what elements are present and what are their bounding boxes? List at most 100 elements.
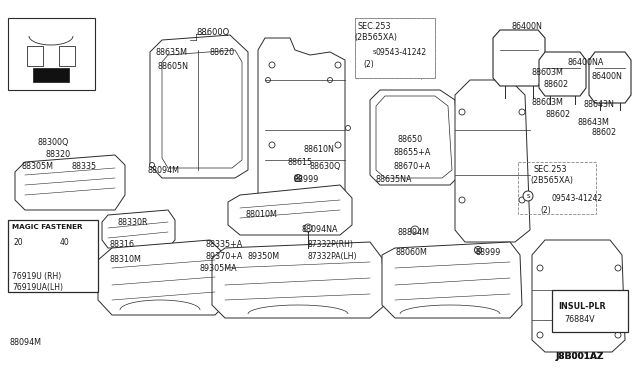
Polygon shape — [15, 155, 125, 210]
Ellipse shape — [615, 332, 621, 338]
Text: 88610N: 88610N — [303, 145, 334, 154]
Ellipse shape — [537, 332, 543, 338]
Polygon shape — [16, 260, 68, 272]
Ellipse shape — [294, 174, 301, 182]
Bar — [27, 46, 43, 66]
Text: 88060M: 88060M — [396, 248, 428, 257]
Text: 88999: 88999 — [294, 175, 319, 184]
Ellipse shape — [304, 224, 312, 232]
Text: 88999: 88999 — [476, 248, 501, 257]
Polygon shape — [589, 52, 631, 103]
Polygon shape — [455, 80, 530, 242]
Ellipse shape — [374, 49, 378, 55]
Text: INSUL-PLR: INSUL-PLR — [558, 302, 605, 311]
Ellipse shape — [269, 62, 275, 68]
Ellipse shape — [459, 197, 465, 203]
Text: 88316: 88316 — [110, 240, 135, 249]
Polygon shape — [493, 30, 545, 86]
Text: J8B001AZ: J8B001AZ — [555, 352, 604, 361]
Text: 20: 20 — [14, 238, 24, 247]
Text: 88650: 88650 — [398, 135, 423, 144]
Text: 88602: 88602 — [543, 80, 568, 89]
Bar — [355, 18, 435, 78]
Text: (2): (2) — [540, 206, 551, 215]
Text: 76884V: 76884V — [564, 315, 595, 324]
Ellipse shape — [346, 125, 351, 131]
Polygon shape — [258, 38, 345, 215]
Polygon shape — [212, 242, 385, 318]
Text: 89305MA: 89305MA — [200, 264, 237, 273]
Polygon shape — [539, 52, 586, 96]
Text: 87332PA(LH): 87332PA(LH) — [308, 252, 358, 261]
Polygon shape — [34, 244, 68, 260]
Ellipse shape — [335, 62, 341, 68]
Polygon shape — [382, 242, 522, 318]
Text: 88094M: 88094M — [148, 166, 180, 175]
Text: 88635NA: 88635NA — [376, 175, 413, 184]
Text: J8B001AZ: J8B001AZ — [555, 352, 604, 361]
Polygon shape — [20, 248, 64, 266]
Text: 88310M: 88310M — [110, 255, 142, 264]
Text: 88670+A: 88670+A — [394, 162, 431, 171]
Bar — [33, 68, 69, 82]
Ellipse shape — [369, 47, 379, 57]
Ellipse shape — [15, 26, 87, 81]
Polygon shape — [376, 96, 452, 178]
Text: 40: 40 — [60, 238, 70, 247]
Text: 88643M: 88643M — [578, 118, 610, 127]
Ellipse shape — [474, 247, 481, 253]
Text: 88635M: 88635M — [155, 48, 187, 57]
Text: (2B565XA): (2B565XA) — [530, 176, 573, 185]
Polygon shape — [98, 240, 230, 315]
Ellipse shape — [328, 77, 333, 83]
Text: 88603M: 88603M — [531, 68, 563, 77]
Ellipse shape — [537, 265, 543, 271]
Text: 87332P(RH): 87332P(RH) — [308, 240, 354, 249]
Text: 88305M: 88305M — [22, 162, 54, 171]
Text: SEC.253: SEC.253 — [534, 165, 568, 174]
Text: 88600Q: 88600Q — [196, 28, 229, 37]
Polygon shape — [162, 50, 242, 168]
Text: 88655+A: 88655+A — [394, 148, 431, 157]
Text: 88300Q: 88300Q — [38, 138, 69, 147]
Bar — [355, 18, 435, 78]
Ellipse shape — [572, 324, 584, 332]
Text: 09543-41242: 09543-41242 — [552, 194, 603, 203]
Text: 88643N: 88643N — [583, 100, 614, 109]
Text: (2B565XA): (2B565XA) — [354, 33, 397, 42]
Polygon shape — [532, 240, 625, 352]
Ellipse shape — [335, 142, 341, 148]
Text: MAGIC FASTENER: MAGIC FASTENER — [12, 224, 83, 230]
Ellipse shape — [519, 109, 525, 115]
Text: 09543-41242: 09543-41242 — [375, 48, 426, 57]
Bar — [59, 46, 75, 66]
Polygon shape — [16, 244, 68, 256]
Polygon shape — [370, 90, 460, 185]
Text: 89370+A: 89370+A — [205, 252, 243, 261]
Text: 88894M: 88894M — [398, 228, 430, 237]
Polygon shape — [16, 244, 34, 272]
Text: 88094NA: 88094NA — [302, 225, 339, 234]
Text: 88630Q: 88630Q — [310, 162, 341, 171]
Text: 88602: 88602 — [592, 128, 617, 137]
Polygon shape — [150, 35, 248, 178]
Text: 88335: 88335 — [72, 162, 97, 171]
Text: 86400N: 86400N — [512, 22, 543, 31]
Bar — [552, 290, 628, 332]
Text: S: S — [372, 49, 376, 55]
Ellipse shape — [523, 191, 533, 201]
Ellipse shape — [150, 163, 154, 167]
Text: (2): (2) — [363, 60, 374, 69]
Polygon shape — [228, 185, 352, 235]
Text: 88094M: 88094M — [10, 338, 42, 347]
Bar — [518, 162, 596, 214]
Text: 88620: 88620 — [210, 48, 235, 57]
Ellipse shape — [519, 197, 525, 203]
Ellipse shape — [266, 77, 271, 83]
Polygon shape — [102, 210, 175, 248]
Text: 86400N: 86400N — [591, 72, 622, 81]
Ellipse shape — [411, 226, 419, 234]
Bar — [8, 220, 98, 292]
Text: 88320: 88320 — [46, 150, 71, 159]
Text: 88010M: 88010M — [245, 210, 277, 219]
